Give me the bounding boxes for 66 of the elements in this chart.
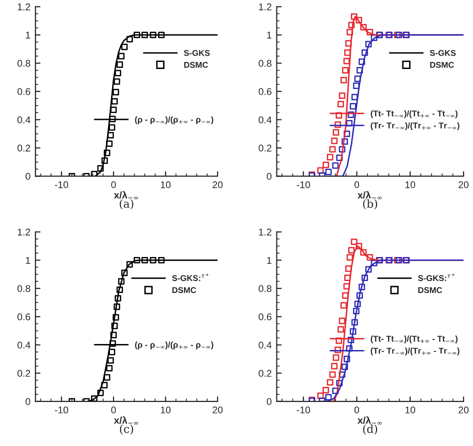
annotation: S-GKS bbox=[184, 50, 210, 56]
text: (a) bbox=[120, 199, 134, 210]
y-tick-label: 0.6 bbox=[258, 88, 272, 96]
y-tick-label: 0.8 bbox=[17, 60, 30, 67]
y-tick-label: 0 bbox=[26, 172, 30, 180]
x-axis-title: x/λ$_{−∞}$ bbox=[114, 191, 138, 200]
x-tick-label: 0 bbox=[354, 181, 360, 188]
y-tick-label: 0.6 bbox=[17, 88, 30, 96]
y-tick-label: 1 bbox=[267, 32, 272, 38]
x-tick-label: 20 bbox=[458, 181, 469, 188]
text: (d) bbox=[363, 424, 378, 435]
y-tick-label: 0 bbox=[266, 172, 272, 180]
legend-label: (ρ - ρ$_{−∞}$)/(ρ$_{+∞}$ - ρ$_{−∞}$) bbox=[135, 116, 214, 124]
y-tick-label: 1.2 bbox=[259, 228, 272, 236]
y-tick-label: 0.8 bbox=[258, 60, 272, 67]
y-tick-label: 1.2 bbox=[259, 3, 272, 10]
y-tick-label: 0.6 bbox=[258, 313, 272, 320]
y-tick-label: 0.4 bbox=[258, 116, 272, 124]
y-tick-label: 0.8 bbox=[17, 285, 30, 292]
x-axis-title: x/λ$_{−∞}$ bbox=[358, 416, 382, 424]
y-tick-label: 0.4 bbox=[17, 342, 30, 349]
x-tick-label: 10 bbox=[405, 406, 416, 414]
y-tick-label: 0.4 bbox=[17, 116, 30, 124]
y-tick-label: 1.2 bbox=[18, 3, 30, 10]
y-tick-label: 0.2 bbox=[17, 144, 30, 152]
x-tick-label: 0 bbox=[111, 181, 116, 188]
x-tick-label: -10 bbox=[296, 406, 310, 414]
legend-label: (Tt- Tt$_{−∞}$)/(Tt$_{+∞}$ - Tt$_{−∞}$) bbox=[370, 110, 458, 118]
x-tick-label: 10 bbox=[160, 181, 171, 188]
x-tick-label: -10 bbox=[296, 181, 310, 188]
x-tick-label: 10 bbox=[405, 181, 416, 188]
x-tick-label: 20 bbox=[458, 406, 469, 414]
y-tick-label: 0.6 bbox=[17, 313, 30, 320]
y-tick-label: 1.2 bbox=[18, 228, 30, 236]
x-axis-title: x/λ$_{−∞}$ bbox=[358, 191, 382, 200]
legend-label: (Tr- Tr$_{−∞}$)/(Tr$_{+∞}$ - Tr$_{−∞}$) bbox=[370, 348, 460, 356]
y-tick-label: 1 bbox=[26, 257, 30, 264]
annotation: DSMC bbox=[172, 287, 196, 294]
y-tick-label: 0 bbox=[26, 398, 30, 406]
y-tick-label: 1 bbox=[26, 32, 30, 38]
x-tick-label: 20 bbox=[212, 181, 223, 188]
legend-label: (ρ - ρ$_{−∞}$)/(ρ$_{+∞}$ - ρ$_{−∞}$) bbox=[135, 342, 214, 350]
y-tick-label: 0.4 bbox=[258, 342, 272, 349]
y-tick-label: 0.8 bbox=[258, 285, 272, 292]
annotation: DSMC bbox=[418, 287, 442, 294]
y-tick-label: 1 bbox=[267, 257, 272, 264]
legend-label: (Tt- Tt$_{−∞}$)/(Tt$_{+∞}$ - Tt$_{−∞}$) bbox=[370, 336, 458, 344]
annotation: S-GKS bbox=[430, 50, 456, 56]
x-tick-label: 0 bbox=[354, 406, 360, 414]
y-tick-label: 0.2 bbox=[258, 370, 272, 377]
x-tick-label: 20 bbox=[212, 406, 223, 414]
x-tick-label: 0 bbox=[111, 406, 116, 414]
annotation: S-GKS:$^{τ*}$ bbox=[172, 273, 208, 282]
y-tick-label: 0.2 bbox=[17, 370, 30, 377]
legend-label: (Tr- Tr$_{−∞}$)/(Tr$_{+∞}$ - Tr$_{−∞}$) bbox=[370, 122, 460, 130]
annotation: DSMC bbox=[184, 62, 208, 68]
y-tick-label: 0.2 bbox=[258, 144, 272, 152]
x-axis-title: x/λ$_{−∞}$ bbox=[114, 416, 138, 424]
annotation: S-GKS:$^{τ*}$ bbox=[418, 273, 454, 282]
text: (c) bbox=[120, 424, 134, 435]
text: (b) bbox=[363, 199, 378, 210]
x-tick-label: 10 bbox=[160, 406, 171, 414]
annotation: DSMC bbox=[430, 62, 454, 68]
x-tick-label: -10 bbox=[54, 181, 68, 188]
y-tick-label: 0 bbox=[266, 398, 272, 406]
x-tick-label: -10 bbox=[54, 406, 68, 414]
